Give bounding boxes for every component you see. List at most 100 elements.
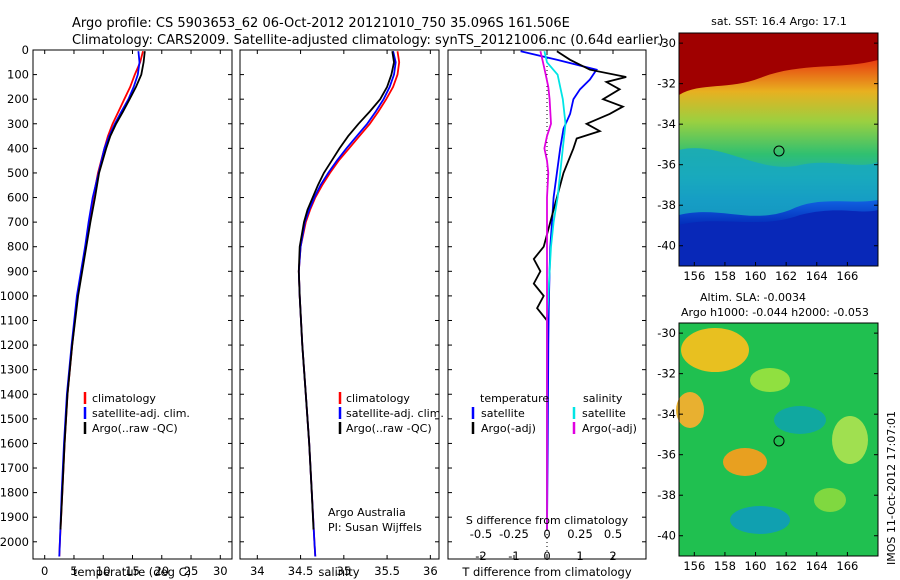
y-tick-label: 400 [7, 141, 29, 155]
x-tick-label: 1 [576, 549, 583, 563]
y-tick-label: 300 [7, 117, 29, 131]
legend-label-climatology: climatology [346, 392, 410, 405]
x-tick-label: 25 [184, 564, 199, 578]
legend-title-salinity: salinity [583, 392, 623, 405]
map-x-tick-label: 166 [836, 559, 858, 573]
map-x-tick-label: 160 [745, 559, 767, 573]
legend-label-argo: Argo(..raw -QC) [346, 422, 432, 435]
x-tick-label: 15 [125, 564, 140, 578]
y-tick-label: 1500 [0, 412, 29, 426]
x-tick-label: -1 [508, 549, 519, 563]
legend-label-satellite: satellite-adj. clim. [92, 407, 190, 420]
map-x-tick-label: 158 [714, 559, 736, 573]
sst-map-title: sat. SST: 16.4 Argo: 17.1 [711, 15, 847, 28]
sla-map-ticks: 156 158 160 162 164 166 -30 -32 -34 -36 -38 -40 [657, 326, 878, 573]
sla-argo-marker [773, 435, 785, 447]
top-tick-label: 0.25 [567, 527, 593, 541]
temperature-x-ticks: 0 5 10 15 20 25 30 [41, 50, 228, 578]
t-difference-label: T difference from climatology [461, 565, 632, 579]
salinity-axes-box [239, 49, 440, 560]
x-tick-label: 34 [250, 564, 265, 578]
legend-label-t-argo: Argo(-adj) [481, 422, 536, 435]
sla-anomaly [676, 392, 704, 428]
temperature-panel: 0100200300400500600700800900100011001200… [0, 43, 233, 579]
temperature-legend: climatology satellite-adj. clim. Argo(..… [83, 392, 190, 435]
salinity-x-ticks: 34 34.5 35 35.5 36 [250, 50, 438, 578]
salinity-xlabel: salinity [318, 565, 359, 579]
x-tick-label: 35.5 [374, 564, 400, 578]
map-y-tick-label: -40 [657, 239, 676, 253]
map-y-tick-label: -40 [657, 529, 676, 543]
map-y-tick-label: -30 [657, 326, 676, 340]
map-y-tick-label: -36 [657, 158, 676, 172]
y-tick-label: 1700 [0, 461, 29, 475]
map-y-tick-label: -30 [657, 36, 676, 50]
y-tick-label: 1400 [0, 387, 29, 401]
sla-anomaly [832, 416, 868, 464]
legend-label-t-satellite: satellite [481, 407, 525, 420]
difference-lines [520, 50, 627, 530]
temperature-y-ticks: 0 100 200 300 400 500 600 700 800 900 1000 1100 1200… [0, 43, 232, 549]
difference-legend: temperature salinity satellite Argo(-adj… [471, 392, 637, 435]
x-tick-label: 34.5 [288, 564, 314, 578]
map-x-tick-label: 162 [775, 559, 797, 573]
map-x-tick-label: 156 [683, 269, 705, 283]
sla-anomaly [750, 368, 790, 392]
map-x-tick-label: 158 [714, 269, 736, 283]
sla-map-title-line1: Altim. SLA: -0.0034 [700, 291, 806, 304]
sla-map-frame [678, 322, 879, 557]
map-x-tick-label: 160 [745, 269, 767, 283]
figure-title-line1: Argo profile: CS 5903653_62 06-Oct-2012 … [72, 16, 570, 31]
y-tick-label: 600 [7, 191, 29, 205]
x-tick-label: 20 [154, 564, 169, 578]
difference-y-ticks [448, 49, 646, 543]
sla-map-title-line2: Argo h1000: -0.044 h2000: -0.053 [681, 306, 869, 319]
pi-note: PI: Susan Wijffels [328, 521, 422, 534]
sst-warm-region [679, 33, 878, 95]
map-x-tick-label: 156 [683, 559, 705, 573]
salinity-lines [297, 50, 401, 557]
y-tick-label: 800 [7, 240, 29, 254]
series-line-argo-raw-qc- [59, 51, 146, 530]
y-tick-label: 1600 [0, 436, 29, 450]
s-difference-label: S difference from climatology [466, 514, 629, 527]
side-note: IMOS 11-Oct-2012 17:07:01 [885, 411, 898, 565]
map-x-tick-label: 164 [806, 559, 828, 573]
sla-anomaly [814, 488, 846, 512]
y-tick-label: 1900 [0, 510, 29, 524]
x-tick-label: 10 [96, 564, 111, 578]
y-tick-label: 100 [7, 68, 29, 82]
map-y-tick-label: -38 [657, 198, 676, 212]
sla-anomaly [723, 448, 767, 476]
sla-anomaly [730, 506, 790, 534]
legend-label-s-satellite: satellite [582, 407, 626, 420]
y-tick-label: 900 [7, 264, 29, 278]
y-tick-label: 200 [7, 92, 29, 106]
y-tick-label: 0 [22, 43, 29, 57]
salinity-y-ticks [240, 49, 439, 543]
temperature-lines [58, 50, 146, 557]
y-tick-label: 1200 [0, 338, 29, 352]
salinity-legend: climatology satellite-adj. clim. Argo(..… [338, 392, 444, 435]
sst-cold-region [679, 210, 878, 266]
y-tick-label: 2000 [0, 535, 29, 549]
legend-label-s-argo: Argo(-adj) [582, 422, 637, 435]
x-tick-label: 36 [423, 564, 438, 578]
y-tick-label: 1800 [0, 486, 29, 500]
map-y-tick-label: -32 [657, 77, 676, 91]
y-tick-label: 1100 [0, 313, 29, 327]
sla-anomaly [774, 406, 826, 434]
top-tick-label: -0.25 [499, 527, 529, 541]
x-tick-label: 35 [337, 564, 352, 578]
map-x-tick-label: 164 [806, 269, 828, 283]
series-line-temperature-satellite [520, 50, 598, 530]
map-y-tick-label: -34 [657, 407, 676, 421]
legend-title-temperature: temperature [480, 392, 549, 405]
x-tick-label: -2 [475, 549, 486, 563]
map-y-tick-label: -34 [657, 117, 676, 131]
sst-heatmap [679, 33, 878, 266]
legend-label-satellite: satellite-adj. clim. [346, 407, 444, 420]
y-tick-label: 700 [7, 215, 29, 229]
